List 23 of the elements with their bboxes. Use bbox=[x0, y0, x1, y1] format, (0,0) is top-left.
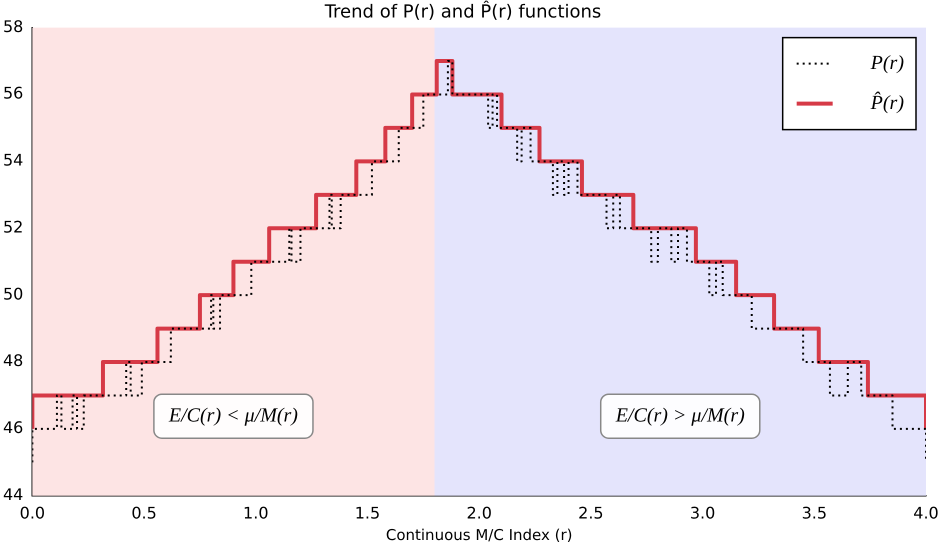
x-tick-label: 0.5 bbox=[131, 504, 157, 523]
band-label: E/C(r) < μ/M(r) bbox=[168, 404, 298, 426]
y-tick-label: 56 bbox=[3, 84, 24, 103]
legend-label: P(r) bbox=[870, 52, 904, 74]
chart-title: Trend of P(r) and P̂(r) functions bbox=[324, 0, 602, 22]
y-tick-label: 52 bbox=[3, 217, 24, 236]
y-tick-label: 46 bbox=[3, 418, 24, 438]
y-tick-label: 48 bbox=[3, 351, 24, 370]
x-tick-label: 0.0 bbox=[20, 504, 46, 523]
x-tick-label: 3.5 bbox=[802, 504, 828, 523]
x-axis-title: Continuous M/C Index (r) bbox=[386, 526, 573, 544]
y-tick-label: 58 bbox=[3, 16, 24, 36]
x-tick-label: 1.0 bbox=[243, 504, 268, 523]
y-tick-label: 50 bbox=[3, 284, 24, 304]
band-label: E/C(r) > μ/M(r) bbox=[614, 404, 746, 426]
x-tick-label: 2.0 bbox=[466, 504, 492, 523]
x-tick-label: 1.5 bbox=[354, 504, 380, 523]
legend-label: P̂(r) bbox=[870, 92, 904, 114]
x-tick-label: 4.0 bbox=[913, 504, 939, 523]
y-tick-label: 44 bbox=[3, 484, 24, 504]
x-tick-label: 2.5 bbox=[578, 504, 604, 523]
x-tick-label: 3.0 bbox=[690, 504, 716, 523]
y-tick-label: 54 bbox=[3, 150, 24, 170]
